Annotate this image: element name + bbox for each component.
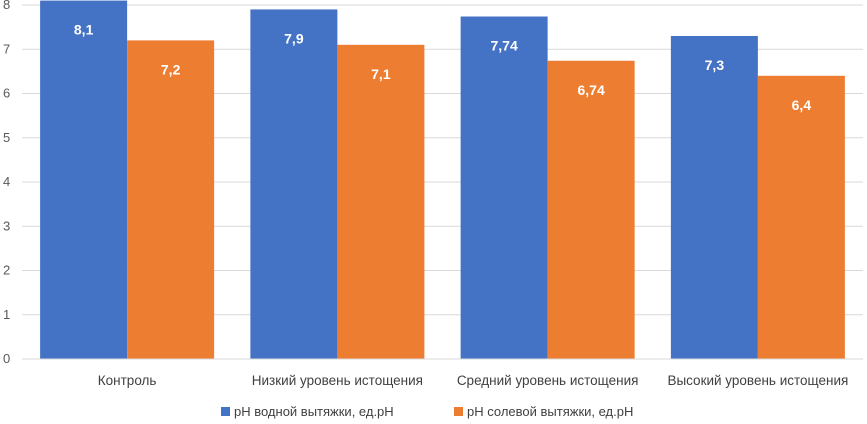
y-tick-label: 3 <box>3 218 10 233</box>
y-axis: 0 1 2 3 4 5 6 7 8 <box>3 0 10 366</box>
bar-salt <box>127 40 215 360</box>
y-tick-label: 0 <box>3 351 10 366</box>
data-label: 6,74 <box>578 82 605 98</box>
bar-water <box>670 35 758 359</box>
y-tick-label: 1 <box>3 307 10 322</box>
x-category-label: Высокий уровень истощения <box>667 373 848 388</box>
data-label: 8,1 <box>74 22 94 38</box>
x-category-label: Контроль <box>98 373 157 388</box>
legend-swatch <box>454 407 463 416</box>
y-tick-label: 2 <box>3 263 10 278</box>
data-label: 7,1 <box>371 66 391 82</box>
data-label: 7,9 <box>284 30 304 46</box>
data-label: 7,74 <box>491 38 518 54</box>
data-label: 7,2 <box>161 61 181 77</box>
data-label: 7,3 <box>705 57 725 73</box>
legend: pH водной вытяжки, ед.pH pH солевой вытяж… <box>221 404 633 419</box>
y-tick-label: 5 <box>3 130 10 145</box>
x-axis: Контроль Низкий уровень истощения Средний … <box>22 358 863 388</box>
y-tick-label: 6 <box>3 86 10 101</box>
x-category-label: Низкий уровень истощения <box>252 373 423 388</box>
legend-label: pH солевой вытяжки, ед.pH <box>467 404 633 419</box>
bar-water <box>460 16 548 359</box>
bars: 8,1 7,2 7,9 7,1 7,74 6,74 7,3 6,4 <box>40 0 845 360</box>
bar-water <box>40 0 128 359</box>
x-category-label: Средний уровень истощения <box>457 373 639 388</box>
bar-salt <box>547 60 635 359</box>
legend-swatch <box>221 407 230 416</box>
bar-salt <box>337 44 425 359</box>
bar-water <box>250 9 338 360</box>
y-tick-label: 7 <box>3 41 10 56</box>
legend-label: pH водной вытяжки, ед.pH <box>234 404 394 419</box>
y-tick-label: 4 <box>3 174 10 189</box>
y-tick-label: 8 <box>3 0 10 12</box>
bar-salt <box>757 75 845 360</box>
data-label: 6,4 <box>792 97 812 113</box>
